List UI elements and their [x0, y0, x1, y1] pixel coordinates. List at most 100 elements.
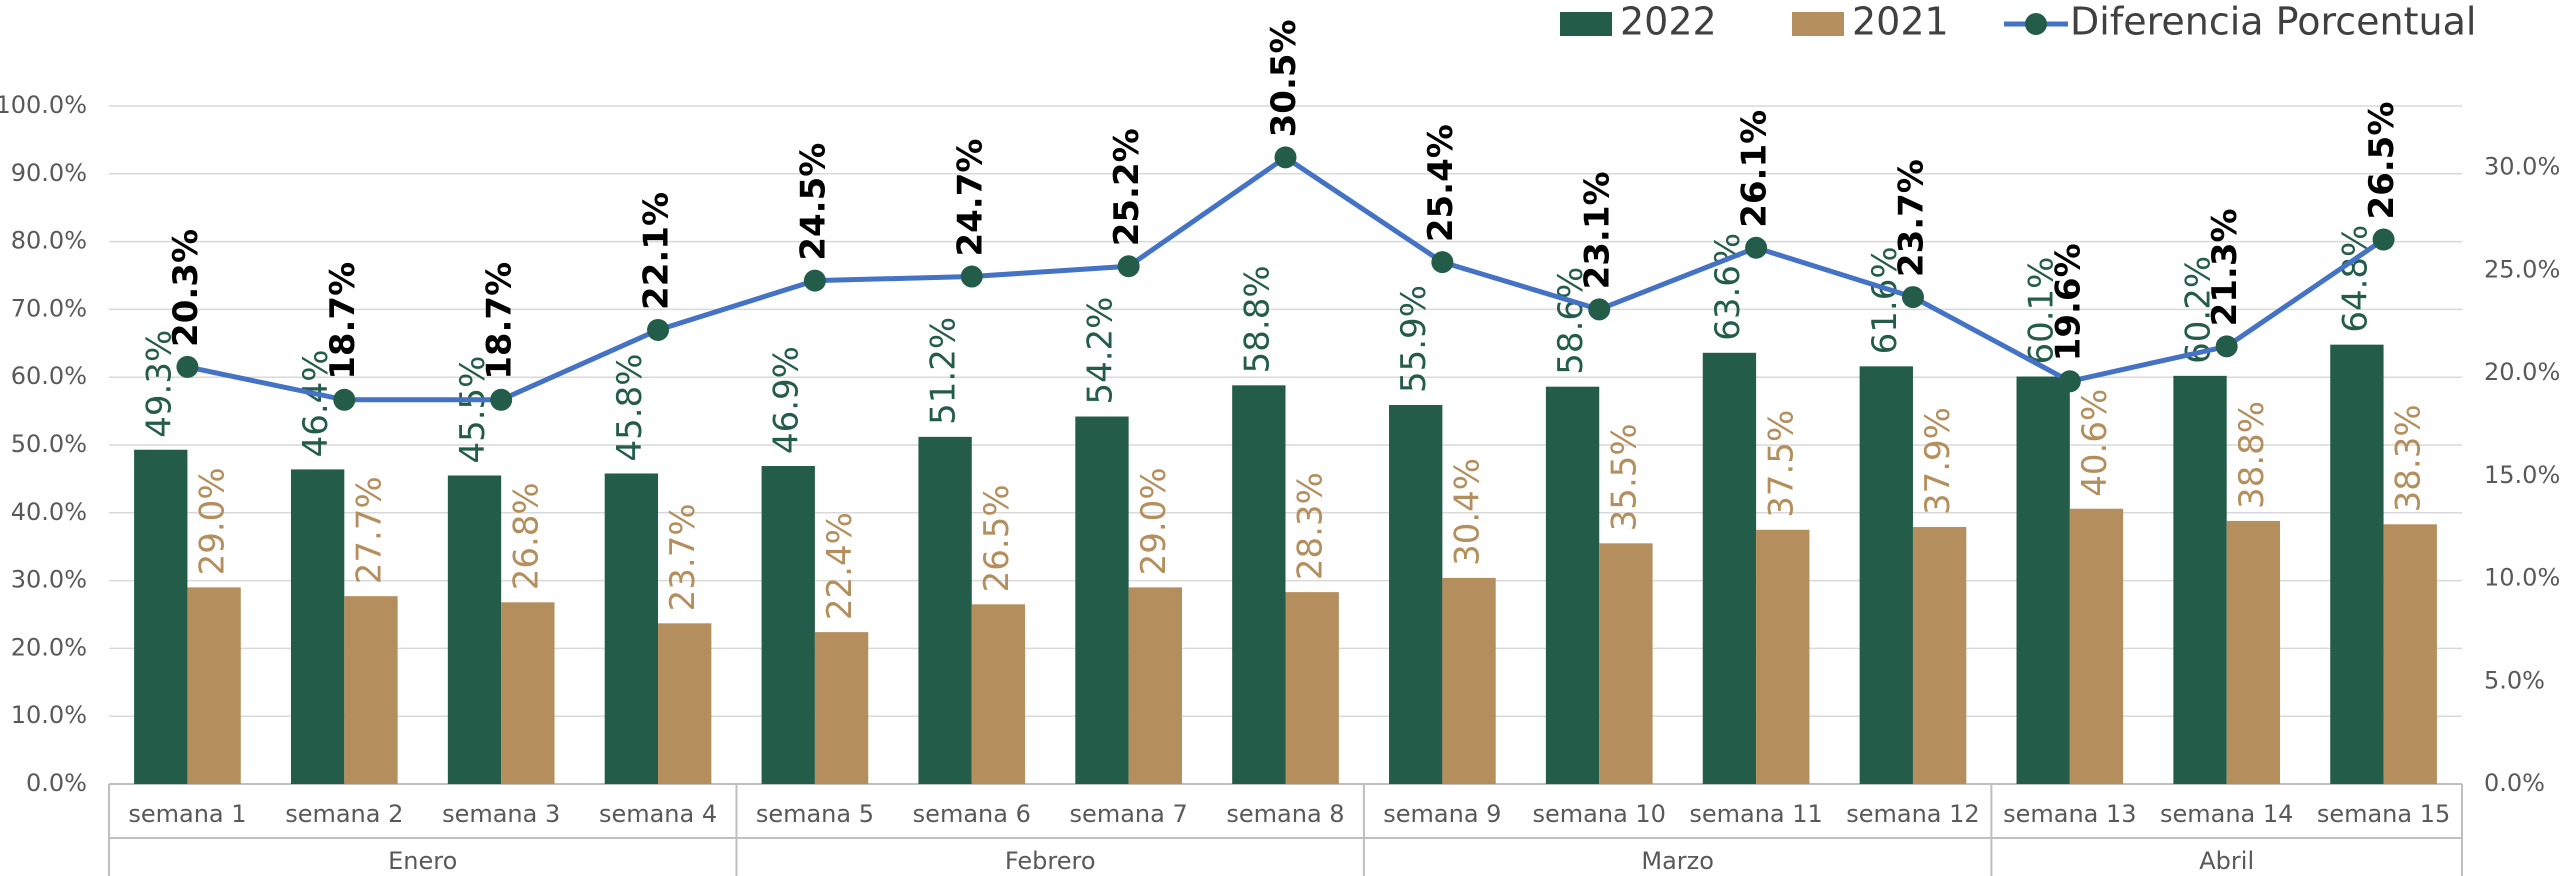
legend-label: 2022 [1620, 0, 1717, 44]
bar [501, 602, 555, 784]
value-label: 28.3% [1291, 472, 1331, 580]
legend-label: 2021 [1852, 0, 1949, 44]
y2-tick-label: 0.0% [2484, 769, 2545, 797]
x-tick-label: semana 11 [1689, 800, 1822, 828]
y2-tick-label: 20.0% [2484, 358, 2560, 386]
value-label: 63.6% [1708, 233, 1748, 341]
diff-label: 21.3% [2205, 208, 2245, 326]
bar [1285, 592, 1339, 784]
bar [2330, 344, 2384, 784]
group-label: Enero [388, 847, 457, 875]
diff-label: 26.1% [1735, 110, 1775, 228]
bar [918, 436, 972, 784]
y-tick-label: 30.0% [11, 566, 87, 594]
diff-label: 19.6% [2048, 243, 2088, 361]
bar [1599, 543, 1653, 784]
diff-label: 23.7% [1891, 159, 1931, 277]
bar [971, 604, 1026, 784]
bar [1702, 352, 1757, 784]
diff-label: 18.7% [323, 262, 363, 380]
x-tick-label: semana 1 [128, 800, 246, 828]
value-label: 23.7% [663, 503, 703, 611]
x-tick-label: semana 2 [285, 800, 403, 828]
x-tick-label: semana 14 [2160, 800, 2293, 828]
bar [814, 632, 869, 784]
bar [1912, 527, 1967, 784]
y-tick-label: 40.0% [11, 498, 87, 526]
y2-tick-label: 30.0% [2484, 153, 2560, 181]
diff-label: 25.2% [1107, 128, 1147, 246]
marker [1117, 255, 1140, 278]
group-label: Febrero [1005, 847, 1096, 875]
value-label: 51.2% [924, 317, 964, 425]
value-label: 54.2% [1080, 297, 1120, 405]
bar [604, 473, 659, 784]
y-tick-label: 70.0% [11, 294, 87, 322]
bar [761, 466, 815, 784]
y-tick-label: 0.0% [26, 769, 87, 797]
value-label: 35.5% [1604, 423, 1644, 531]
value-label: 37.5% [1761, 410, 1801, 518]
bar [1859, 366, 1913, 784]
bar [2173, 375, 2227, 784]
marker [1901, 286, 1924, 309]
value-label: 61.6% [1865, 246, 1905, 354]
value-label: 45.8% [610, 353, 650, 461]
value-label: 37.9% [1918, 407, 1958, 515]
group-label: Marzo [1641, 847, 1714, 875]
x-tick-label: semana 15 [2317, 800, 2450, 828]
value-label: 46.9% [767, 346, 807, 454]
y-tick-label: 100.0% [0, 91, 87, 119]
x-tick-label: semana 8 [1226, 800, 1344, 828]
marker [1431, 251, 1454, 274]
bar [290, 469, 345, 784]
y-tick-label: 10.0% [11, 701, 87, 729]
diff-label: 18.7% [480, 262, 520, 380]
bar [344, 596, 398, 784]
bar [1128, 587, 1182, 784]
x-tick-label: semana 5 [756, 800, 874, 828]
value-label: 55.9% [1394, 285, 1434, 393]
marker [1588, 298, 1611, 321]
x-tick-label: semana 9 [1383, 800, 1501, 828]
x-tick-label: semana 13 [2003, 800, 2136, 828]
y-tick-label: 60.0% [11, 362, 87, 390]
value-label: 58.8% [1237, 265, 1277, 373]
value-label: 60.2% [2179, 256, 2219, 364]
marker [2215, 335, 2238, 358]
diff-label: 25.4% [1421, 124, 1461, 242]
value-label: 26.8% [506, 482, 546, 590]
value-label: 60.1% [2022, 257, 2062, 365]
x-tick-label: semana 7 [1070, 800, 1188, 828]
diff-label: 24.7% [950, 139, 990, 257]
marker [1745, 236, 1768, 259]
value-label: 58.6% [1551, 267, 1591, 375]
bar [658, 623, 712, 784]
legend-swatch [1560, 12, 1612, 36]
value-label: 30.4% [1448, 458, 1488, 566]
value-label: 29.0% [1134, 467, 1174, 575]
marker [490, 388, 513, 411]
bar [2069, 508, 2124, 784]
bar [1389, 404, 1443, 784]
value-label: 40.6% [2075, 389, 2115, 497]
y-tick-label: 50.0% [11, 430, 87, 458]
diff-label: 23.1% [1578, 171, 1618, 289]
value-label: 29.0% [193, 467, 233, 575]
y2-tick-label: 25.0% [2484, 255, 2560, 283]
x-tick-label: semana 4 [599, 800, 717, 828]
x-tick-label: semana 6 [913, 800, 1031, 828]
value-label: 26.5% [977, 484, 1017, 592]
value-label: 49.3% [139, 330, 179, 438]
bar [1075, 416, 1129, 784]
x-tick-label: semana 12 [1846, 800, 1979, 828]
diff-label: 22.1% [637, 192, 677, 310]
value-label: 64.8% [2335, 225, 2375, 333]
marker [333, 388, 356, 411]
marker [1274, 146, 1297, 169]
group-label: Abril [2199, 847, 2254, 875]
marker [2372, 228, 2395, 251]
marker [2058, 370, 2081, 393]
bar [187, 587, 241, 784]
